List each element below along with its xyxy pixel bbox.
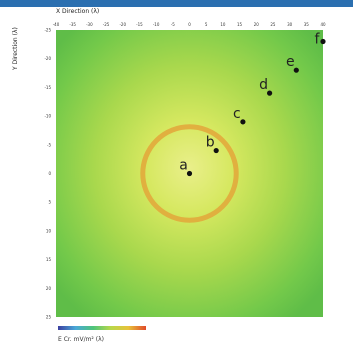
- x-tick-label: -40: [53, 22, 60, 27]
- data-point-c: [240, 119, 246, 125]
- colorbar-label: E Cr. mV/m² (λ): [58, 336, 104, 343]
- y-tick-label: -25: [44, 28, 51, 33]
- x-tick-label: 10: [220, 22, 226, 27]
- data-point-e: [293, 67, 299, 73]
- x-axis-title: X Direction (λ): [56, 8, 100, 15]
- x-tick-label: -25: [103, 22, 110, 27]
- points-layer: a b c d e f: [179, 31, 326, 177]
- x-tick-label: -5: [171, 22, 175, 27]
- data-point-f: [320, 38, 326, 45]
- y-tick-label: 10: [46, 228, 52, 233]
- ring-contour: [140, 124, 239, 223]
- data-point-a: [186, 170, 193, 177]
- point-label-e: e: [286, 54, 295, 70]
- data-point-d: [267, 90, 273, 96]
- top-banner: [0, 0, 353, 7]
- x-tick-label: 40: [320, 22, 326, 27]
- x-tick-label: 0: [188, 22, 191, 27]
- data-point-b: [213, 147, 219, 154]
- y-tick-label: 15: [46, 257, 52, 262]
- x-ticks: -40 -35 -30 -25 -20 -15 -10 -5 0 5 10 15 20 25 30 35 40: [53, 22, 326, 27]
- point-label-a: a: [179, 158, 188, 174]
- x-tick-label: 20: [254, 22, 260, 27]
- y-tick-label: -10: [44, 114, 51, 119]
- y-tick-label: -5: [47, 142, 51, 147]
- y-tick-label: -15: [44, 85, 51, 90]
- point-label-c: c: [233, 106, 241, 122]
- x-tick-label: 15: [237, 22, 243, 27]
- x-tick-label: -15: [136, 22, 143, 27]
- colorbar: [58, 326, 146, 330]
- y-ticks: -25 -20 -15 -10 -5 0 5 10 15 20 25: [44, 28, 51, 320]
- y-tick-label: 0: [48, 171, 51, 176]
- y-tick-label: 20: [46, 286, 52, 291]
- y-tick-label: -20: [44, 56, 51, 61]
- x-tick-label: 25: [270, 22, 276, 27]
- point-label-d: d: [259, 77, 268, 93]
- point-label-b: b: [206, 135, 215, 151]
- x-tick-label: -20: [119, 22, 126, 27]
- x-tick-label: 5: [205, 22, 208, 27]
- x-tick-label: -35: [69, 22, 76, 27]
- ring-layer: [140, 124, 239, 223]
- point-label-f: f: [315, 31, 321, 47]
- x-tick-label: 30: [287, 22, 293, 27]
- x-tick-label: -30: [86, 22, 93, 27]
- y-tick-label: 25: [46, 315, 52, 320]
- y-tick-label: 5: [48, 200, 51, 205]
- x-tick-label: 35: [304, 22, 310, 27]
- x-tick-label: -10: [153, 22, 160, 27]
